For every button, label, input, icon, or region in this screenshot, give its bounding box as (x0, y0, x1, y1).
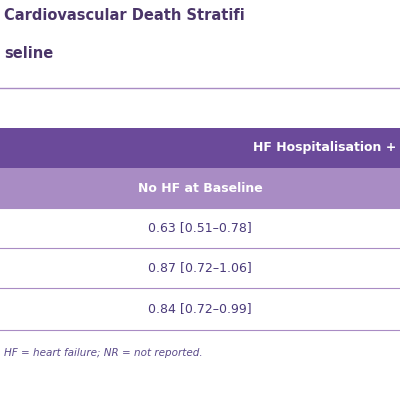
FancyBboxPatch shape (0, 208, 400, 248)
Text: HF Hospitalisation +: HF Hospitalisation + (253, 142, 396, 154)
Text: 0.63 [0.51–0.78]: 0.63 [0.51–0.78] (148, 222, 252, 234)
FancyBboxPatch shape (0, 288, 400, 330)
Text: 0.87 [0.72–1.06]: 0.87 [0.72–1.06] (148, 262, 252, 274)
Text: 0.84 [0.72–0.99]: 0.84 [0.72–0.99] (148, 302, 252, 316)
FancyBboxPatch shape (0, 168, 400, 208)
Text: Cardiovascular Death Stratifi: Cardiovascular Death Stratifi (4, 8, 245, 23)
Text: seline: seline (4, 46, 53, 61)
FancyBboxPatch shape (0, 128, 400, 168)
FancyBboxPatch shape (0, 248, 400, 288)
Text: No HF at Baseline: No HF at Baseline (138, 182, 262, 194)
Text: HF = heart failure; NR = not reported.: HF = heart failure; NR = not reported. (4, 348, 203, 358)
